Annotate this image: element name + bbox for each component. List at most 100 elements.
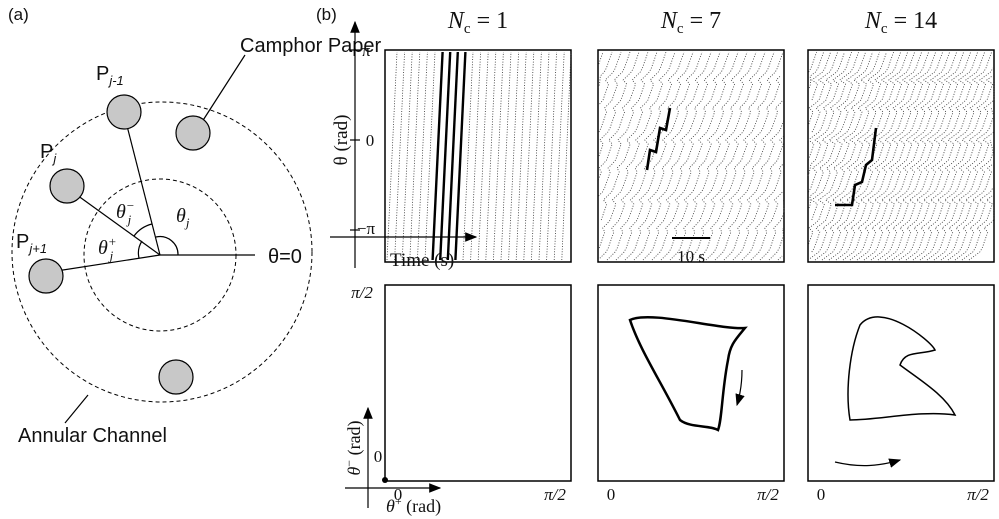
trajectory <box>599 52 658 196</box>
trajectory <box>760 200 784 260</box>
trajectory <box>599 52 603 64</box>
trajectory <box>906 68 993 260</box>
x-axis-label: Time (s) <box>390 250 454 271</box>
column-title: Nc = 14 <box>864 8 937 37</box>
trajectory <box>808 52 865 192</box>
trajectory <box>471 52 481 260</box>
y-tick-label: −π <box>357 219 376 238</box>
trajectory <box>948 164 993 260</box>
trajectory <box>410 52 420 260</box>
trajectory <box>598 52 612 88</box>
particle-label: Pj <box>40 141 57 166</box>
trajectory <box>478 52 488 260</box>
trajectory <box>600 52 621 104</box>
page: {"panel_a": {"label": "(a)", "camphor_la… <box>0 0 999 519</box>
trajectory <box>417 52 427 260</box>
highlight <box>647 108 670 170</box>
trajectory <box>812 52 845 132</box>
trajectory <box>812 52 880 220</box>
base: P <box>40 141 53 163</box>
base: θ <box>386 496 395 516</box>
y-tick-label: 0 <box>374 447 383 466</box>
trajectory <box>539 52 549 260</box>
trajectory <box>562 52 571 260</box>
base: P <box>16 231 29 253</box>
trajectory <box>402 52 412 260</box>
y-tick-label: 0 <box>366 131 375 150</box>
trajectory <box>599 52 639 156</box>
camphor-papers <box>29 95 210 394</box>
trajectory <box>554 52 564 260</box>
trajectory <box>501 52 511 260</box>
sup: + <box>108 234 117 249</box>
panel-label: (a) <box>8 5 29 24</box>
flow-arrow <box>737 370 742 405</box>
x-axis-label: θ+ (rad) <box>386 494 441 517</box>
plot-frame <box>808 285 994 481</box>
trajectory <box>599 52 675 248</box>
plot-frame <box>598 285 784 481</box>
y-tick-label: π/2 <box>351 283 373 302</box>
trajectory <box>809 52 887 244</box>
y-axis-label: θ (rad) <box>331 115 352 166</box>
plot-frame <box>808 50 994 262</box>
trajectory <box>387 52 397 260</box>
rest: (rad) <box>344 420 365 459</box>
x-tick-label: 0 <box>817 485 826 504</box>
sub: j <box>126 212 132 227</box>
rest: = 1 <box>471 8 509 34</box>
outer-channel <box>12 102 312 402</box>
rest: = 7 <box>684 8 722 34</box>
phase-loop <box>630 317 745 430</box>
particle-label: Pj-1 <box>96 63 124 88</box>
trajectory <box>812 52 894 252</box>
x-tick-label: π/2 <box>967 485 989 504</box>
trajectory <box>547 52 557 260</box>
trajectory <box>715 100 783 260</box>
sub: j+1 <box>27 241 47 256</box>
trajectory <box>486 52 496 260</box>
rest: = 14 <box>888 8 938 34</box>
trajectory <box>809 52 817 72</box>
axes <box>330 22 710 508</box>
angle-label: θ−j <box>116 198 135 227</box>
trajectory <box>395 52 405 260</box>
rays <box>50 55 255 423</box>
y-tick-label: π <box>362 41 371 60</box>
trajectory <box>808 52 851 160</box>
trajectory <box>809 52 823 88</box>
scale-bar-label: 10 s <box>677 247 705 266</box>
plot-frame <box>385 285 571 481</box>
trajectory <box>724 120 784 260</box>
plot-frame <box>598 50 784 262</box>
trajectory <box>531 52 541 260</box>
trajectory <box>524 52 534 260</box>
particle-label: Pj+1 <box>16 231 47 256</box>
trajectory <box>812 52 831 100</box>
zero-ray-label: θ=0 <box>268 246 302 268</box>
trajectory <box>601 52 666 220</box>
base: θ <box>116 201 126 223</box>
column-title: Nc = 7 <box>660 8 721 37</box>
trajectory <box>962 196 992 260</box>
camphor-label: Camphor Paper <box>240 35 382 57</box>
sub: j-1 <box>107 73 123 88</box>
x-tick-label: 0 <box>607 485 616 504</box>
angle-label: θ+j <box>98 234 117 263</box>
base: P <box>96 63 109 85</box>
base: θ <box>98 237 108 259</box>
trajectory <box>742 164 783 260</box>
fixed-point <box>382 477 388 483</box>
sub: j <box>108 248 114 263</box>
plot-frame <box>385 50 571 262</box>
y-axis-label: θ− (rad) <box>342 420 365 475</box>
trajectory <box>778 256 782 260</box>
trajectory <box>598 52 648 180</box>
column-title: Nc = 1 <box>447 8 508 37</box>
trajectory <box>769 228 783 260</box>
channel-label: Annular Channel <box>18 425 167 447</box>
x-tick-label: π/2 <box>544 485 566 504</box>
trajectory <box>941 140 993 260</box>
x-tick-label: π/2 <box>757 485 779 504</box>
trajectory <box>969 200 994 260</box>
